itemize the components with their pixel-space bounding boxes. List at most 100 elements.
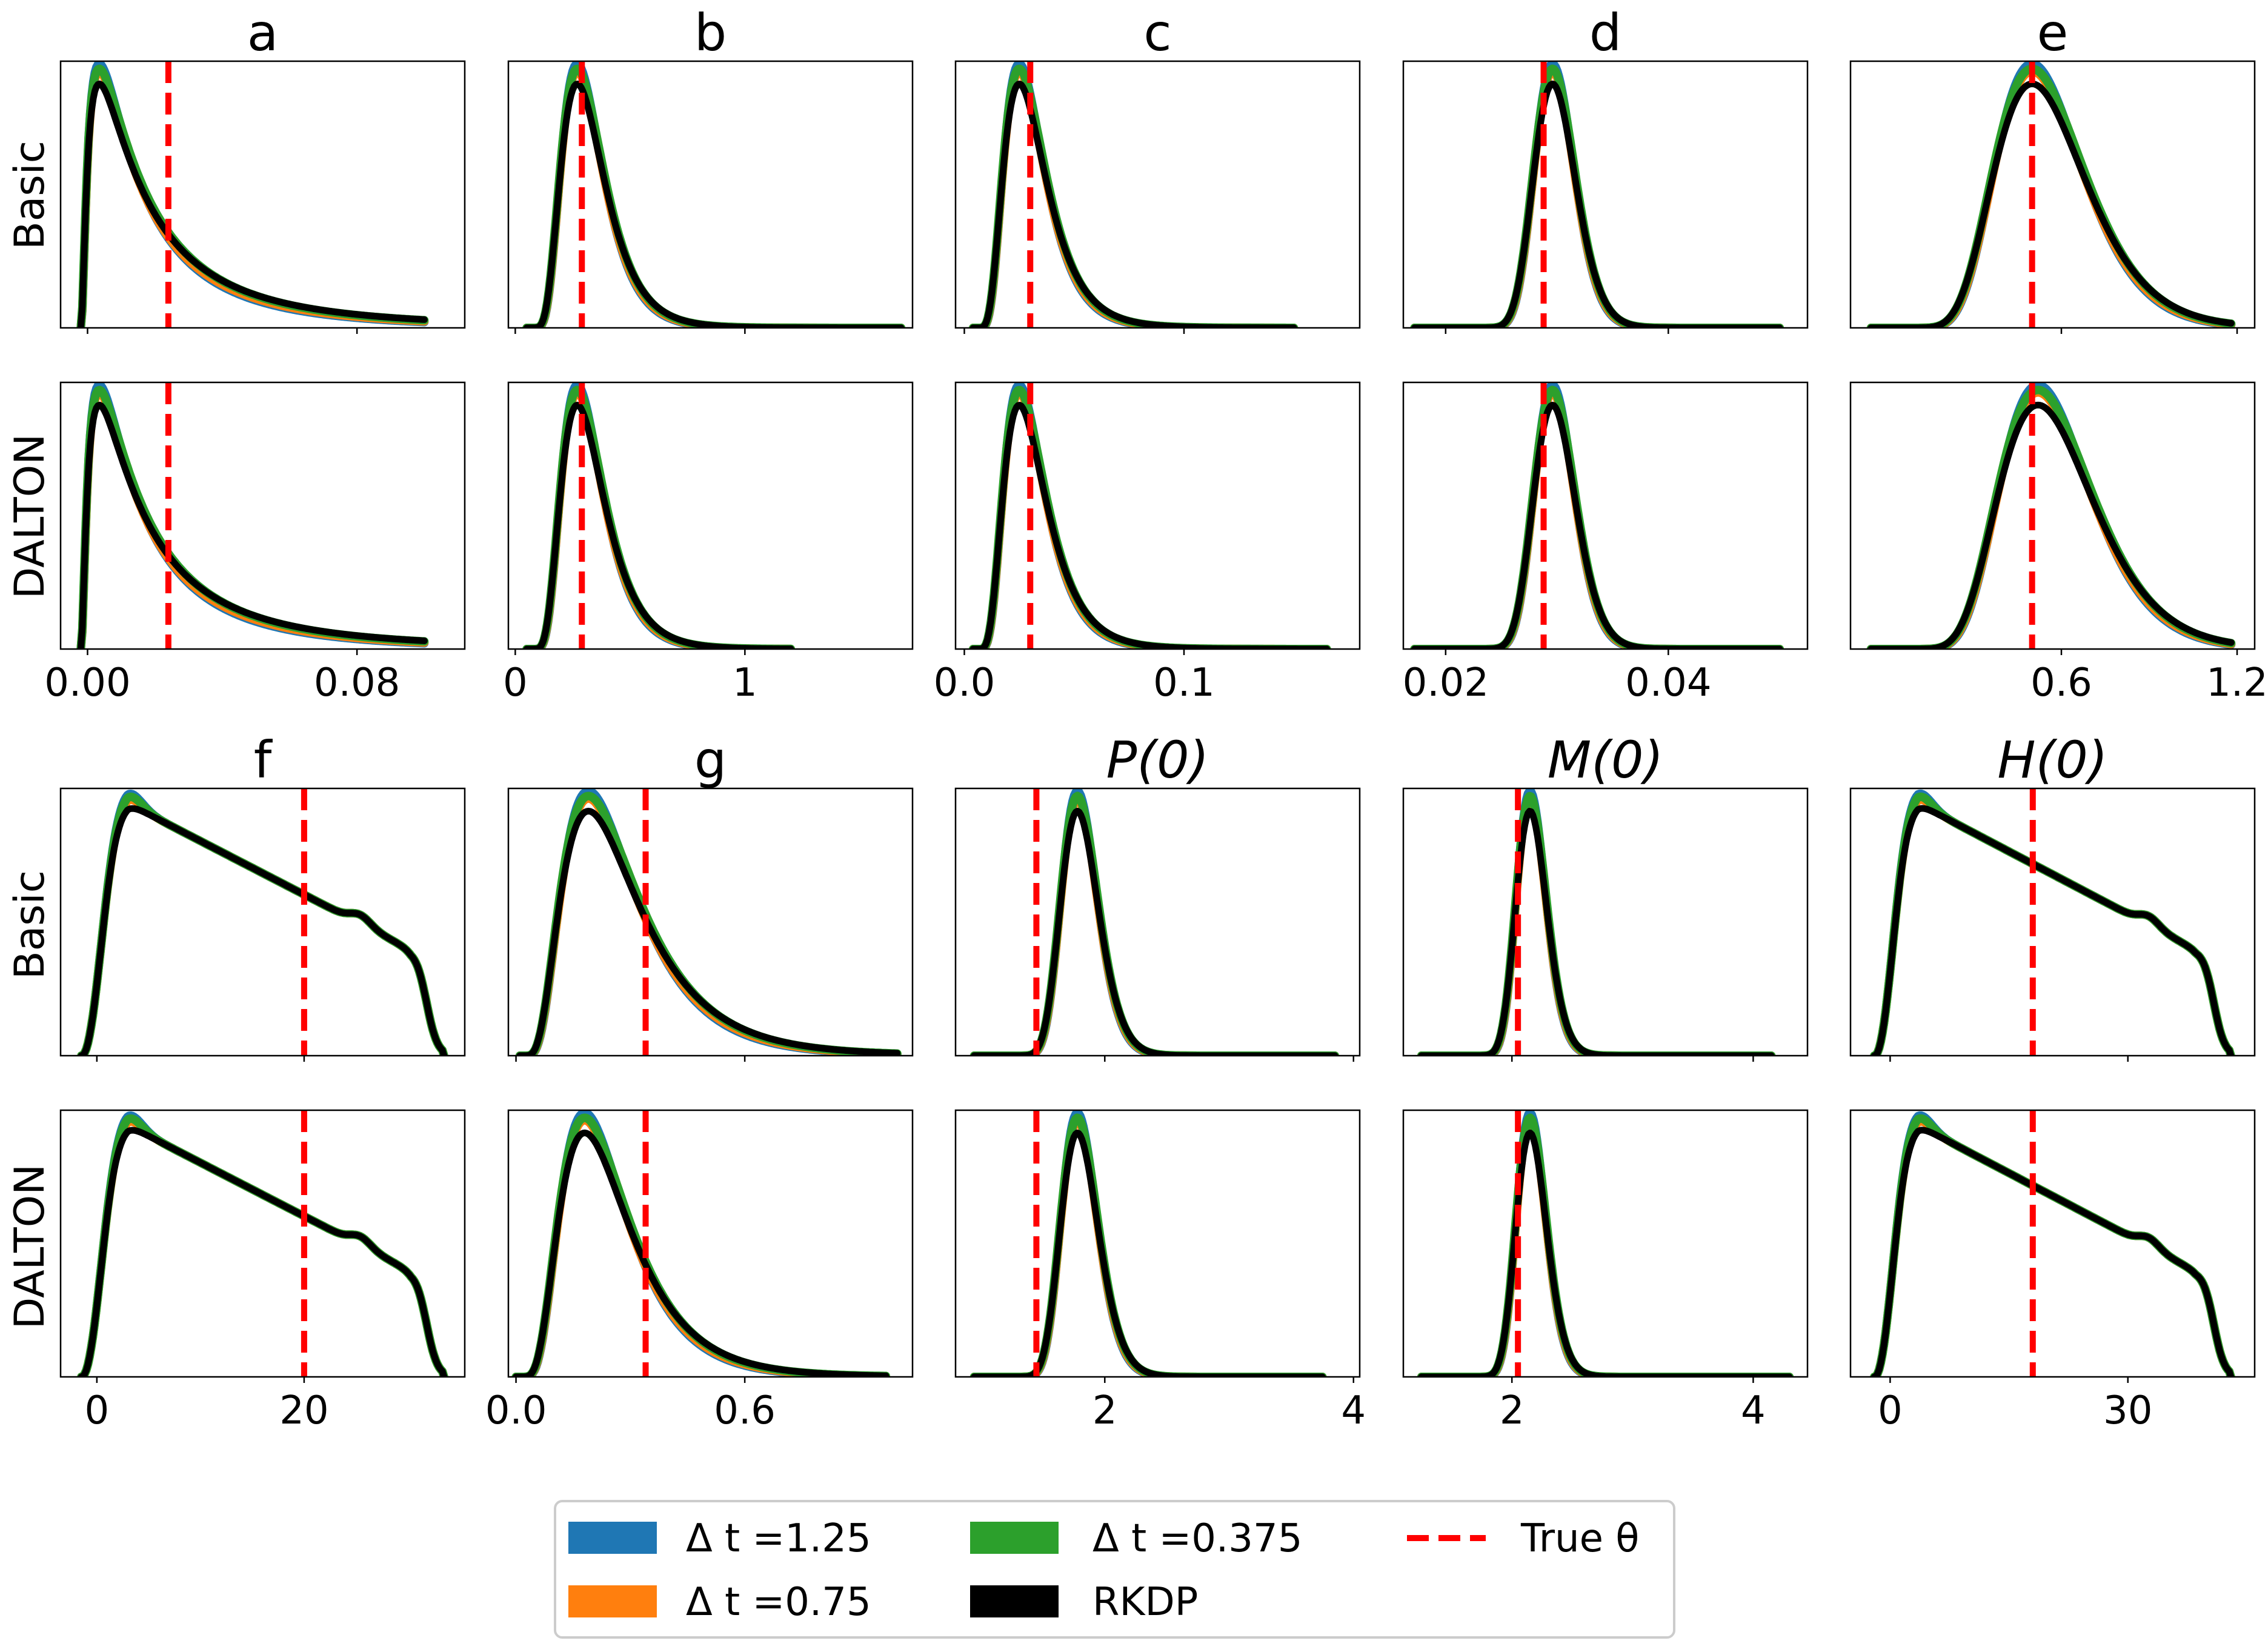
plot-area [1866, 382, 2236, 649]
series-dt-0-375 [1866, 385, 2236, 649]
series-dt-0-375 [969, 64, 1299, 328]
legend-swatch-rkdp [970, 1585, 1059, 1617]
series-dt-0-75 [77, 1117, 448, 1377]
x-tick-label: 1.2 [2206, 661, 2268, 705]
panel-title: f [254, 730, 273, 790]
legend-label-dt-0-375: Δ t =0.375 [1092, 1516, 1302, 1561]
panel-b-basic: b [507, 3, 914, 334]
series-rkdp [1411, 401, 1783, 649]
series-dt-0-375 [969, 385, 1331, 649]
series-dt-0-375 [77, 1114, 448, 1377]
series-rkdp [1871, 1127, 2235, 1377]
row-label-basic-bottom: Basic [6, 870, 54, 979]
panel-a-basic: a [59, 3, 466, 334]
series-dt-0-375 [1417, 791, 1776, 1056]
axes-frame [1402, 60, 1809, 329]
series-dt-1-25 [77, 1111, 448, 1377]
plot-area [76, 61, 429, 328]
panel-title: e [2037, 3, 2069, 62]
x-tick-label: 0.02 [1403, 661, 1489, 705]
x-tick-label: 0.08 [314, 661, 401, 705]
x-tick-label: 0.00 [44, 661, 131, 705]
series-dt-0-75 [1417, 794, 1776, 1056]
panel-c-basic: c [954, 3, 1361, 334]
series-dt-1-25 [1870, 1111, 2235, 1377]
series-dt-0-375 [1870, 792, 2235, 1056]
plot-area [1870, 1110, 2235, 1377]
axes-frame [59, 1109, 466, 1378]
panel-title: M(0) [1548, 730, 1663, 790]
series-dt-1-25 [1866, 382, 2236, 649]
panel-g-basic: g [507, 730, 914, 1062]
plot-area [76, 382, 429, 649]
x-tick-label: 2 [1500, 1388, 1525, 1433]
x-tick-label: 0.6 [2030, 661, 2092, 705]
series-rkdp [77, 401, 428, 649]
axes-frame [954, 1109, 1361, 1378]
series-rkdp [1867, 80, 2235, 328]
series-rkdp [971, 807, 1339, 1056]
x-tick-label: 4 [1741, 1388, 1766, 1433]
series-rkdp [78, 805, 448, 1056]
plot-area [1410, 61, 1784, 328]
series-rkdp [78, 1127, 448, 1377]
x-tick-label: 0.0 [485, 1388, 547, 1433]
series-dt-0-375 [969, 1113, 1327, 1377]
plot-area [1417, 788, 1776, 1056]
row-labels: Basic DALTON Basic DALTON [6, 141, 54, 1329]
series-rkdp [516, 807, 901, 1056]
axes-frame [507, 787, 914, 1057]
series-dt-1-25 [1417, 788, 1776, 1056]
x-tick-label: 30 [2103, 1388, 2152, 1433]
series-rkdp [523, 401, 794, 649]
axes-frame [59, 381, 466, 650]
plot-area [969, 1110, 1327, 1377]
series-dt-0-375 [1417, 1113, 1794, 1377]
series-dt-1-25 [969, 788, 1339, 1056]
axes-frame [1402, 1109, 1809, 1378]
series-dt-0-75 [969, 794, 1339, 1056]
plot-area [515, 788, 902, 1056]
panel-f-dalton: 0 20 [59, 1109, 466, 1433]
panel-e-basic: e [1849, 3, 2256, 334]
series-dt-1-25 [77, 790, 448, 1056]
axes-frame [1849, 1109, 2256, 1378]
series-rkdp [1418, 808, 1775, 1056]
panel-h-0-basic: H(0) [1849, 730, 2256, 1062]
x-tick-label: 4 [1341, 1388, 1366, 1433]
axes-frame [954, 787, 1361, 1057]
series-dt-0-75 [77, 795, 448, 1056]
series-dt-1-25 [1417, 1110, 1794, 1377]
x-tick-label: 2 [1092, 1388, 1117, 1433]
series-dt-1-25 [969, 61, 1299, 328]
series-dt-0-75 [1417, 1116, 1794, 1377]
panel-d-dalton: 0.02 0.04 [1403, 381, 1809, 705]
plot-area [1870, 788, 2235, 1056]
series-rkdp [523, 81, 905, 328]
plot-area [1410, 382, 1784, 649]
series-dt-1-25 [76, 382, 429, 649]
axes-frame [1849, 60, 2256, 329]
series-dt-1-25 [1870, 789, 2235, 1056]
series-dt-1-25 [969, 1110, 1327, 1377]
row-label-dalton-top: DALTON [6, 434, 54, 599]
legend: Δ t =1.25 Δ t =0.75 Δ t =0.375 RKDP True… [554, 1500, 1675, 1639]
x-tick-label: 0.0 [934, 661, 996, 705]
row-label-dalton-bottom: DALTON [6, 1164, 54, 1329]
panel-a-dalton: 0.00 0.08 [44, 381, 466, 705]
plot-area [77, 788, 448, 1056]
axes-frame [1849, 381, 2256, 650]
series-dt-0-75 [1866, 388, 2236, 649]
axes-frame [507, 60, 914, 329]
series-dt-0-75 [1870, 1117, 2235, 1377]
panel-title: g [694, 730, 727, 790]
panel-g-dalton: 0.0 0.6 [485, 1109, 914, 1433]
x-tick-label: 0 [503, 661, 528, 705]
axes-frame [507, 1109, 914, 1378]
series-dt-0-75 [1866, 67, 2236, 328]
legend-label-dt-0-75: Δ t =0.75 [686, 1580, 871, 1625]
legend-swatch-dt-1-25 [568, 1522, 657, 1554]
plot-area [1866, 61, 2236, 328]
panel-e-dalton: 0.6 1.2 [1849, 381, 2268, 705]
